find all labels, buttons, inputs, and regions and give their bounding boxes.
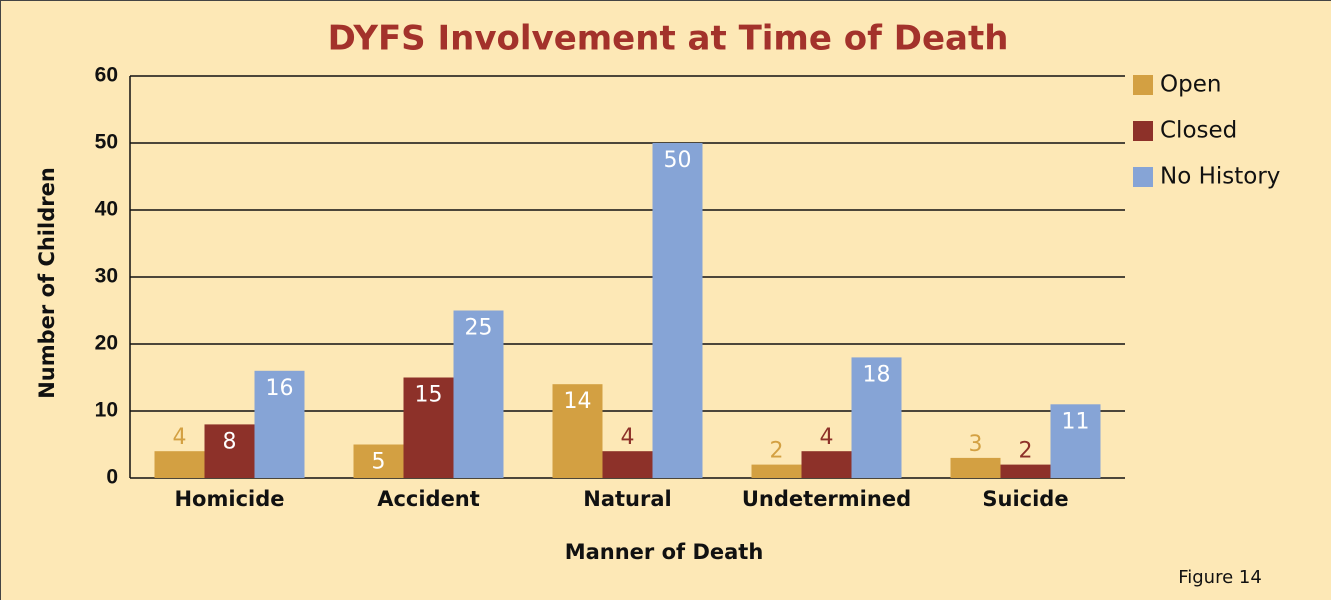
y-tick-label: 50 xyxy=(95,131,118,154)
legend-label: No History xyxy=(1160,164,1280,190)
y-tick-label: 10 xyxy=(95,399,118,422)
bar xyxy=(652,143,703,478)
data-label: 16 xyxy=(266,376,294,401)
x-tick-label: Homicide xyxy=(174,487,284,511)
y-tick-label: 0 xyxy=(106,466,118,489)
data-label: 14 xyxy=(564,389,592,414)
data-label: 4 xyxy=(820,425,834,450)
bar xyxy=(254,370,305,478)
bar xyxy=(204,424,255,478)
data-label: 2 xyxy=(1019,439,1033,464)
data-label: 8 xyxy=(223,429,237,454)
bar xyxy=(602,451,653,478)
legend-swatch xyxy=(1133,167,1153,187)
legend-swatch xyxy=(1133,75,1153,95)
data-label: 3 xyxy=(969,432,983,457)
x-tick-label: Undetermined xyxy=(742,487,911,511)
bar xyxy=(353,444,404,478)
x-tick-label: Accident xyxy=(377,487,480,511)
bar xyxy=(453,310,504,478)
y-tick-label: 60 xyxy=(95,64,118,87)
bar xyxy=(154,451,205,478)
data-label: 25 xyxy=(465,316,493,341)
x-tick-label: Natural xyxy=(583,487,671,511)
y-tick-label: 40 xyxy=(95,198,118,221)
figure-label: Figure 14 xyxy=(1178,567,1262,588)
data-label: 11 xyxy=(1062,409,1090,434)
bar xyxy=(751,464,802,478)
bar xyxy=(1050,404,1101,478)
legend-label: Open xyxy=(1160,72,1221,98)
data-label: 4 xyxy=(621,425,635,450)
y-axis-label: Number of Children xyxy=(35,167,59,399)
data-label: 5 xyxy=(372,450,386,475)
legend-label: Closed xyxy=(1160,118,1237,144)
x-tick-label: Suicide xyxy=(982,487,1068,511)
bar xyxy=(851,357,902,478)
data-label: 4 xyxy=(173,425,187,450)
y-tick-label: 20 xyxy=(95,332,118,355)
bar xyxy=(950,457,1001,478)
data-label: 18 xyxy=(863,362,891,387)
x-axis-label: Manner of Death xyxy=(565,540,764,564)
data-label: 15 xyxy=(415,383,443,408)
legend-swatch xyxy=(1133,121,1153,141)
chart-title: DYFS Involvement at Time of Death xyxy=(328,19,1009,59)
y-tick-label: 30 xyxy=(95,265,118,288)
data-label: 2 xyxy=(770,439,784,464)
data-label: 50 xyxy=(664,148,692,173)
bar xyxy=(552,384,603,478)
bar xyxy=(1000,464,1051,478)
bar xyxy=(801,451,852,478)
bar xyxy=(403,377,454,478)
